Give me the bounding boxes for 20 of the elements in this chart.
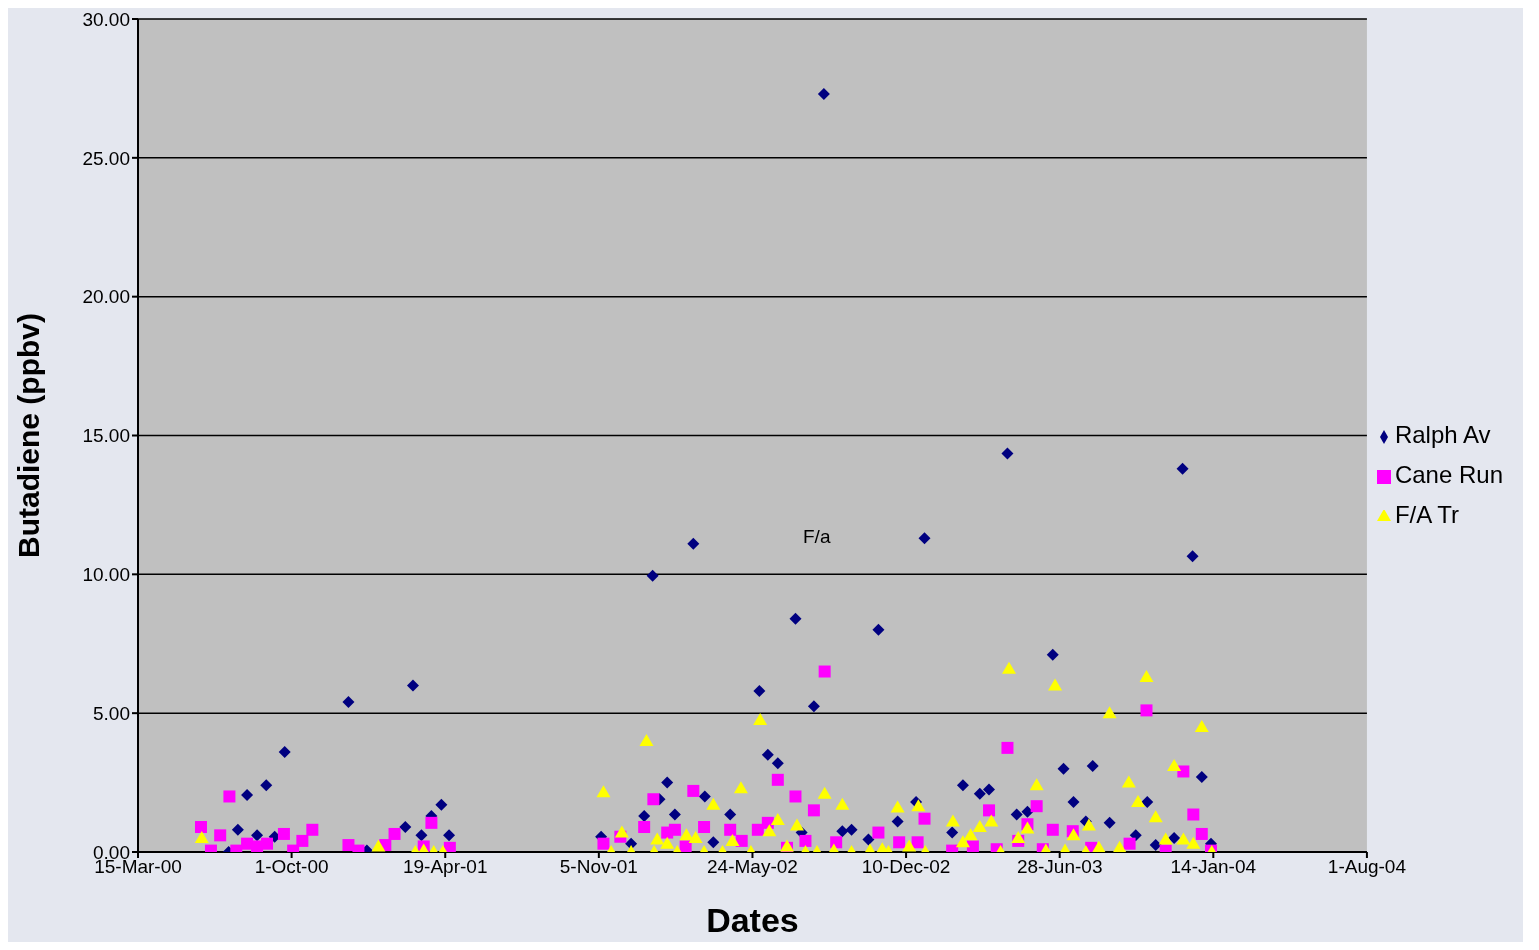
- x-axis-title: Dates: [706, 901, 799, 939]
- x-tick-label: 1-Aug-04: [1327, 856, 1407, 878]
- legend-label: Ralph Av: [1394, 421, 1491, 448]
- y-tick-label: 10.00: [82, 564, 130, 586]
- x-tick-label: 1-Oct-00: [254, 856, 329, 878]
- x-tick-label: 24-May-02: [707, 856, 798, 878]
- x-tick-label: 10-Dec-02: [861, 856, 951, 878]
- y-tick-label: 15.00: [82, 425, 130, 447]
- y-tick-label: 5.00: [93, 702, 130, 724]
- y-tick-label: 25.00: [82, 147, 130, 169]
- legend-label: F/A Tr: [1394, 501, 1459, 528]
- y-tick-label: 30.00: [82, 8, 130, 30]
- y-tick-label: 20.00: [82, 286, 130, 308]
- x-tick-label: 19-Apr-01: [402, 856, 488, 878]
- x-tick-label: 14-Jan-04: [1170, 856, 1257, 878]
- y-axis-title: Butadiene (ppbv): [11, 313, 45, 558]
- annotation: F/a: [803, 526, 831, 548]
- legend-label: Cane Run: [1394, 461, 1503, 488]
- x-tick-label: 5-Nov-01: [559, 856, 638, 878]
- x-tick-label: 28-Jun-03: [1016, 856, 1103, 878]
